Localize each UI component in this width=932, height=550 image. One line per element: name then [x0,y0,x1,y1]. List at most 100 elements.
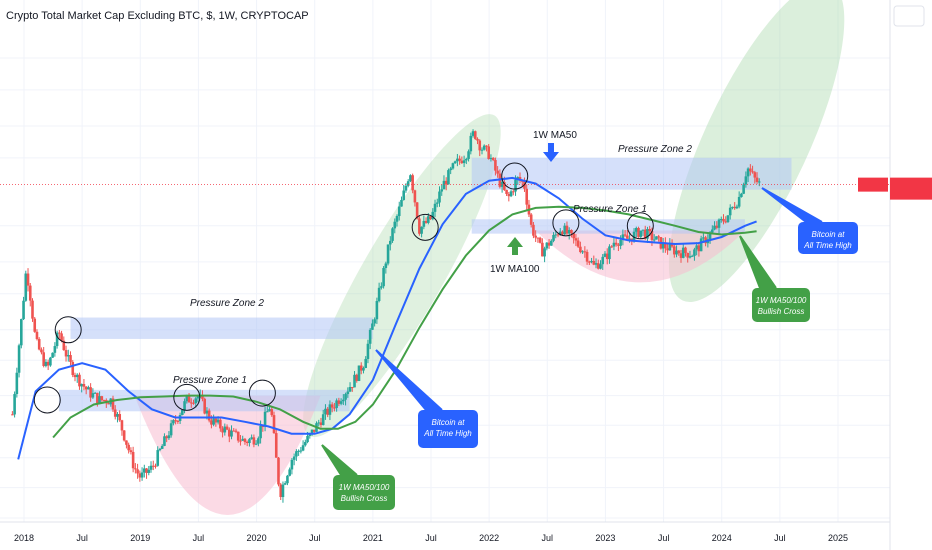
x-tick-label: 2020 [247,533,267,543]
candle-down [697,245,701,252]
pressure-zone-1-left-label: Pressure Zone 1 [173,375,247,386]
candle-down [541,242,544,257]
bullish-cross-callout-right-line: 1W MA50/100 [756,296,807,305]
candle-down [82,383,86,387]
candle-up [719,218,723,220]
candle-down [547,242,551,246]
candle-up [409,175,412,182]
candle-up [469,135,473,152]
candle-down [234,430,238,432]
candle-down [279,484,283,498]
candle-down [507,193,511,197]
candle-up [619,239,622,246]
candle-down [145,468,148,473]
candle-up [147,469,151,473]
candle-up [601,256,605,265]
candle-down [78,374,81,387]
candle-up [693,249,696,256]
x-tick-label: Jul [658,533,670,543]
candle-down [460,160,464,164]
candle-up [453,161,457,164]
candle-down [333,407,336,409]
candle-up [433,203,437,212]
candle-down [319,422,323,425]
green-channel-left [303,114,501,438]
candle-down [31,300,34,319]
candle-up [711,229,714,233]
ma50-arrow [543,143,559,162]
bitcoin-ath-callout-right [798,222,858,254]
candle-down [227,429,231,437]
candle-up [75,374,79,378]
candle-up [634,227,638,232]
candle-up [554,234,558,236]
candle-up [558,231,562,235]
candle-up [44,361,48,366]
price-axis-bg [890,0,932,550]
candle-up [746,168,750,177]
candle-up [581,251,584,253]
candle-up [482,145,486,150]
candle-up [91,393,95,398]
bitcoin-ath-callout-left-line: Bitcoin at [432,418,466,427]
candle-up [254,443,258,445]
candle-up [93,392,97,394]
candle-up [377,287,381,301]
candle-up [353,374,356,388]
bullish-cross-callout-left-pointer [321,444,358,476]
candle-up [695,245,698,250]
candle-down [643,229,647,239]
candle-up [283,483,287,485]
candle-down [491,157,495,160]
candle-up [87,387,90,390]
candle-up [266,411,269,413]
x-tick-label: Jul [193,533,205,543]
candle-down [120,420,124,431]
candle-down [214,418,218,423]
candle-down [261,426,265,428]
candle-down [592,260,596,265]
candle-up [744,176,748,185]
candle-down [614,242,618,245]
candle-down [532,224,535,236]
candle-up [655,236,658,240]
candle-up [675,250,678,255]
candle-up [357,365,361,381]
candle-up [205,410,209,414]
ma100-label: 1W MA100 [490,264,540,275]
candle-down [496,170,499,174]
candle-up [400,199,403,207]
candle-down [33,318,37,332]
candle-down [715,225,719,228]
candle-up [13,394,16,415]
candle-up [690,255,694,257]
candle-down [107,403,110,405]
candle-up [603,253,607,257]
candle-down [605,253,609,260]
candle-down [583,251,587,253]
x-tick-label: 2025 [828,533,848,543]
candle-up [143,468,146,473]
candle-up [310,429,314,434]
candle-up [196,395,200,399]
candle-up [451,163,455,169]
candle-down [677,250,681,254]
candle-down [236,431,240,441]
candle-down [58,332,61,334]
candle-up [431,211,435,220]
candle-down [355,374,359,381]
candle-up [688,256,692,258]
candle-down [64,350,68,357]
candle-up [382,268,385,287]
candle-down [596,263,600,269]
candle-down [337,400,341,404]
candle-up [612,242,616,247]
candle-down [733,206,736,209]
candle-down [751,171,754,173]
bitcoin-ath-callout-right-pointer [761,187,823,223]
candle-up [15,372,19,395]
candle-up [49,357,52,366]
candle-up [257,438,260,444]
candle-up [438,191,441,203]
